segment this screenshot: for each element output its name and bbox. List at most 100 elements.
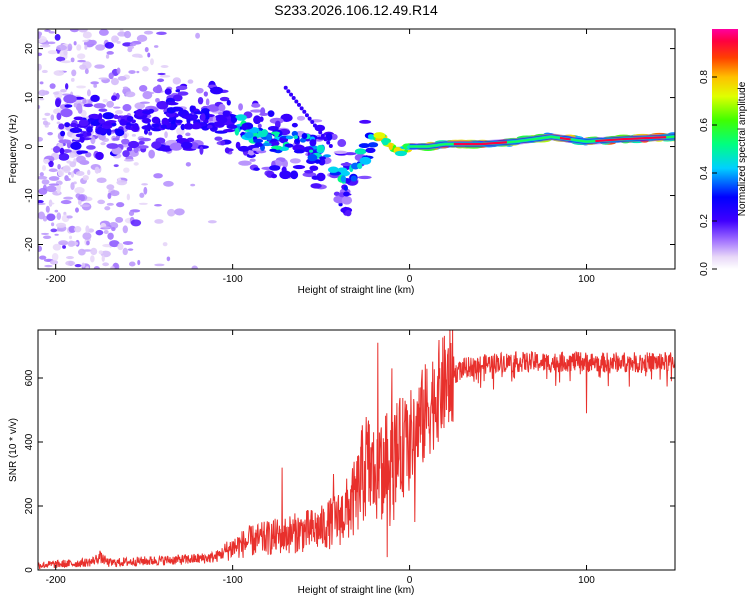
spectrogram-ridge-blob xyxy=(219,117,228,124)
spectrogram-ridge-blob xyxy=(82,132,88,138)
spectrogram-speckle xyxy=(147,52,151,58)
spectrogram-blob xyxy=(76,150,89,154)
spectrogram-speckle xyxy=(137,259,141,266)
spectrogram-blob xyxy=(219,96,230,102)
spectrogram-blob xyxy=(251,103,261,108)
spectrogram-speckle xyxy=(172,77,181,85)
spectrogram-blob xyxy=(253,115,262,125)
spectrogram-blob xyxy=(220,140,226,146)
spectrogram-speckle xyxy=(70,171,75,178)
spectrogram-ridge-blob xyxy=(323,154,332,158)
spectrogram-speckle xyxy=(164,131,168,139)
spectrogram-speckle xyxy=(80,110,87,118)
spectrogram-ridge-blob xyxy=(234,127,240,136)
spectrogram-speckle xyxy=(38,211,45,220)
spectrogram-speckle xyxy=(123,158,135,162)
spectrogram-ridge-blob xyxy=(314,159,321,164)
spectrogram-ridge-blob xyxy=(284,143,294,148)
spectrogram-blob xyxy=(58,123,65,130)
spectrogram-ridge-blob xyxy=(338,170,351,177)
spectrogram-speckle xyxy=(54,233,59,236)
spectrogram-speckle xyxy=(67,240,76,247)
spectrogram-blob xyxy=(79,135,85,143)
spectrogram-speckle xyxy=(191,265,198,269)
spectrogram-streak xyxy=(296,102,301,107)
spectrogram-blob xyxy=(289,170,299,180)
spectrogram-blob xyxy=(291,122,298,128)
spectrogram-streak xyxy=(323,137,328,142)
spectrogram-streak xyxy=(328,144,333,149)
spectrogram-ridge-blob xyxy=(222,128,235,133)
spectrogram-speckle xyxy=(70,57,75,63)
spectrogram-ridge-blob xyxy=(193,111,205,115)
snr-y-ticks: 0 200 400 600 xyxy=(24,369,675,573)
spectrogram-ridge-blob xyxy=(309,149,314,153)
spectrogram-speckle xyxy=(52,243,62,251)
spectrogram-blob xyxy=(95,151,104,161)
spectrogram-ridge-blob xyxy=(241,123,248,131)
spectrogram-speckle xyxy=(39,97,45,101)
spectrogram-speckle xyxy=(71,69,77,77)
spectrogram-blob xyxy=(226,99,231,106)
spectrogram-blob xyxy=(122,150,130,158)
spectrogram-speckle xyxy=(109,190,120,197)
spectrogram-speckle xyxy=(100,142,106,146)
spectrogram-blob xyxy=(56,112,62,121)
spectrogram-peak xyxy=(595,136,667,143)
spectrogram-speckle xyxy=(63,49,68,56)
spectrogram-ridge-blob xyxy=(189,105,195,113)
spectrogram-speckle xyxy=(128,261,136,267)
y-tick-label: 10 xyxy=(24,92,35,104)
spectrogram-blob xyxy=(138,140,145,145)
spectrogram-blob xyxy=(138,85,148,92)
spectrogram-blob xyxy=(112,137,120,141)
spectrogram-speckle xyxy=(57,163,61,170)
spectrogram-speckle xyxy=(38,52,43,57)
spectrogram-speckle xyxy=(39,44,51,48)
spectrogram-blob xyxy=(333,191,341,196)
spectrogram-ridge-blob xyxy=(274,131,279,138)
spectrogram-ridge-blob xyxy=(248,127,260,134)
spectrogram-ridge-blob xyxy=(359,156,372,165)
spectrogram-speckle xyxy=(131,53,143,58)
spectrogram-speckle xyxy=(144,47,149,53)
spectrogram-speckle xyxy=(123,133,128,139)
y-tick-label: -10 xyxy=(24,188,35,203)
spectrogram-streak xyxy=(289,92,294,97)
spectrogram-blob xyxy=(90,94,100,102)
y-tick-label: 400 xyxy=(24,433,35,450)
spectrogram-speckle xyxy=(81,262,86,268)
spectrogram-speckle xyxy=(94,64,105,69)
spectrogram-streak xyxy=(310,120,315,125)
spectrogram-blob xyxy=(316,172,326,182)
spectrogram-speckle xyxy=(79,204,91,208)
spectrogram-ridge-blob xyxy=(235,114,247,121)
spectrogram-blob xyxy=(330,133,338,140)
spectrogram-blob xyxy=(151,141,162,149)
spectrogram-blob xyxy=(224,147,230,154)
spectrogram-speckle xyxy=(205,98,210,106)
spectrogram-speckle xyxy=(122,241,134,245)
spectrogram-speckle xyxy=(74,226,82,233)
colorbar-label: Normalized spectral amplitude xyxy=(737,81,748,216)
spectrogram-streak xyxy=(307,116,312,121)
spectrogram-ridge-blob xyxy=(113,114,119,119)
spectrogram-speckle xyxy=(76,85,87,89)
spectrogram-ridge-blob xyxy=(151,116,160,124)
spectrogram-blob xyxy=(250,109,264,113)
spectrogram-speckle xyxy=(86,240,90,246)
spectrogram-blob xyxy=(64,122,71,128)
spectrogram-ridge-blob xyxy=(142,110,154,115)
spectrogram-speckle xyxy=(45,205,50,213)
spectrogram-speckle xyxy=(98,250,104,255)
spectrogram-x-ticks: -200 -100 0 100 xyxy=(46,29,595,285)
spectrogram-speckle xyxy=(128,210,135,216)
spectrogram-streak xyxy=(326,140,331,145)
spectrogram-speckle xyxy=(84,44,88,50)
spectrogram-blob xyxy=(218,103,226,112)
spectrogram-speckle xyxy=(105,54,110,59)
spectrogram-speckle xyxy=(117,76,127,81)
spectrogram-ridge-blob xyxy=(88,113,101,120)
spectrogram-ridge-blob xyxy=(160,124,167,129)
spectrogram-speckle xyxy=(51,222,55,227)
